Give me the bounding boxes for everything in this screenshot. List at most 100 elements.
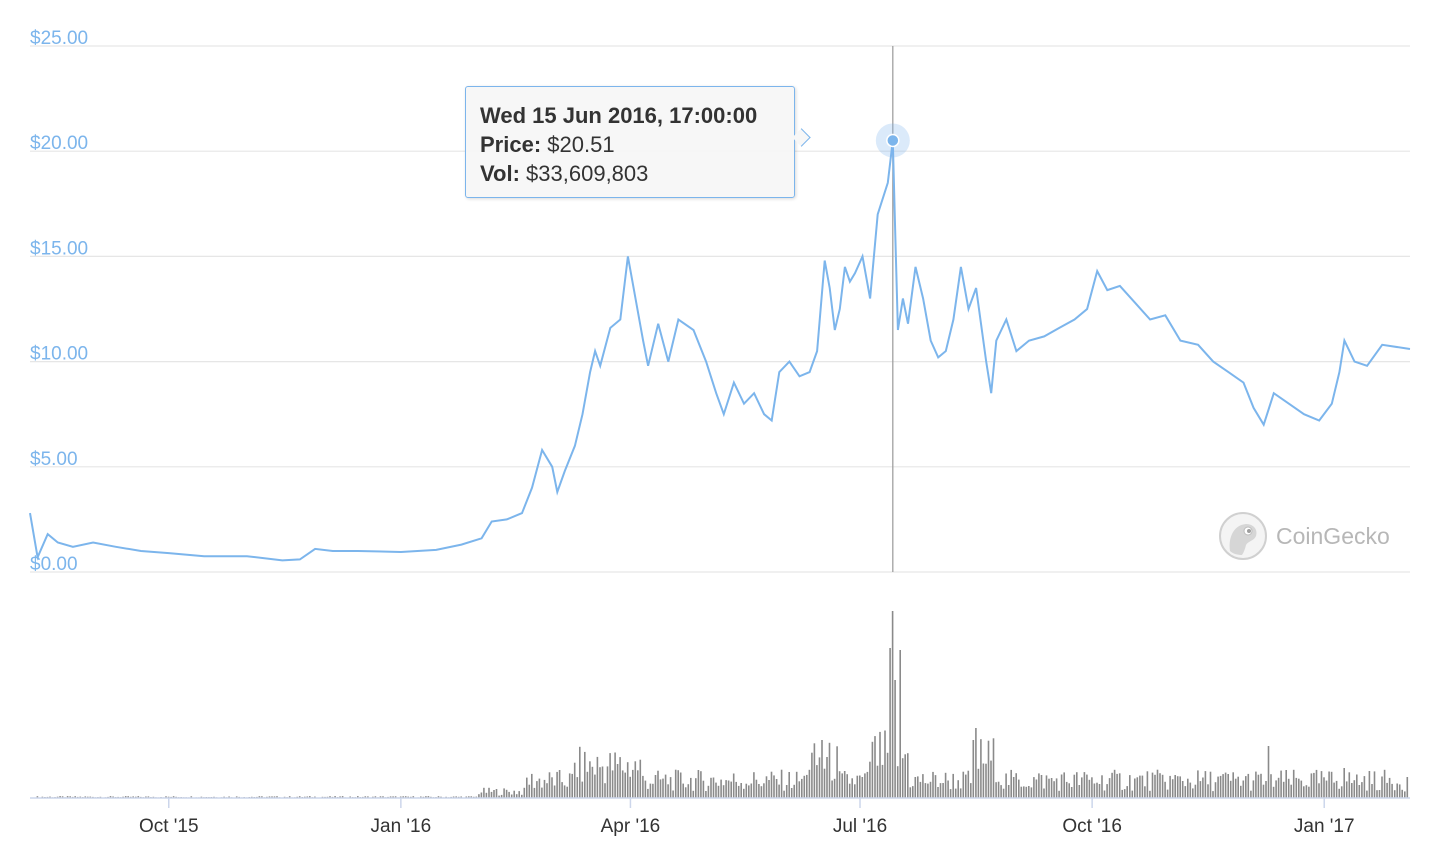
volume-bar (1053, 781, 1055, 798)
volume-bar (510, 794, 513, 798)
volume-bar (573, 762, 576, 798)
volume-bar (1250, 790, 1252, 798)
volume-bar (639, 759, 642, 798)
volume-bar (1351, 783, 1353, 798)
volume-bar (1076, 772, 1078, 798)
volume-bar (1065, 781, 1068, 798)
volume-bar (801, 778, 803, 798)
volume-bar (1260, 773, 1262, 798)
volume-bar (1287, 778, 1290, 798)
volume-bar (949, 789, 952, 798)
volume-bar (780, 769, 783, 798)
volume-bar (806, 774, 808, 798)
volume-bar (1070, 787, 1073, 798)
volume-bar (854, 784, 856, 798)
volume-bar (932, 771, 934, 798)
volume-bar (374, 796, 377, 798)
volume-bar (803, 775, 806, 798)
volume-bar (1290, 784, 1292, 798)
volume-bar (1280, 770, 1282, 798)
hover-marker[interactable] (886, 133, 900, 148)
volume-bar (1038, 773, 1040, 798)
volume-bar (1171, 779, 1174, 798)
volume-bar (1030, 787, 1033, 798)
volume-bar (1348, 772, 1351, 798)
volume-bar (591, 766, 594, 798)
volume-bar (748, 785, 750, 798)
volume-bar (1005, 773, 1007, 798)
volume-bar (826, 757, 828, 798)
volume-bar (783, 790, 785, 798)
volume-bar (437, 796, 440, 798)
volume-bar (271, 796, 273, 798)
volume-bar (705, 791, 707, 798)
volume-bar (561, 782, 563, 798)
volume-bar (965, 774, 967, 798)
volume-bar (770, 771, 773, 798)
volume-bar (914, 777, 917, 798)
volume-bar (690, 777, 692, 798)
volume-bar (871, 741, 874, 798)
volume-bar (891, 611, 894, 798)
volume-bar (712, 777, 715, 798)
volume-bar (818, 757, 821, 798)
gecko-icon (1219, 512, 1267, 560)
volume-bar (980, 739, 982, 798)
volume-bar (1136, 777, 1139, 798)
volume-bar (1098, 784, 1101, 798)
volume-bar (1212, 791, 1214, 798)
volume-bar (367, 796, 369, 798)
volume-bar (1323, 777, 1325, 798)
volume-bar (1305, 785, 1308, 798)
volume-bar (124, 796, 127, 798)
volume-bar (1007, 785, 1010, 798)
volume-bar (1340, 786, 1343, 798)
volume-bar (601, 766, 604, 798)
volume-bar (848, 783, 851, 798)
x-tick-label: Apr '16 (601, 816, 661, 837)
volume-bar (521, 794, 523, 798)
volume-bar (1247, 773, 1250, 798)
volume-bar (1000, 785, 1002, 798)
volume-bar (881, 764, 884, 798)
volume-bar (69, 796, 71, 798)
volume-bar (1010, 769, 1012, 798)
y-axis-labels: $0.00 $5.00 $10.00 $15.00 $20.00 $25.00 (30, 28, 88, 575)
volume-bar (298, 796, 301, 798)
volume-bar (132, 796, 134, 798)
volume-bar (392, 796, 394, 798)
volume-bar (1217, 776, 1219, 798)
volume-bar (1383, 769, 1386, 798)
volume-bar (753, 772, 755, 798)
volume-bar (571, 773, 573, 798)
volume-bar (1401, 789, 1403, 798)
volume-bar (727, 780, 730, 798)
volume-bar (901, 758, 904, 798)
volume-bar (1313, 772, 1315, 798)
volume-bar (637, 770, 639, 798)
volume-bar (1131, 790, 1134, 798)
volume-bar (526, 777, 528, 798)
tooltip-vol-value: $33,609,803 (526, 161, 649, 186)
volume-bar (109, 796, 112, 798)
volume-bar (147, 796, 150, 798)
volume-bar (717, 785, 720, 798)
volume-bar (1086, 774, 1088, 798)
volume-bar (1088, 779, 1091, 798)
volume-bar (480, 792, 483, 798)
volume-bar (836, 746, 838, 798)
volume-bar (843, 771, 846, 798)
volume-bar (879, 731, 881, 798)
volume-bar (1197, 770, 1199, 798)
volume-bar (586, 771, 589, 798)
volume-bar (425, 796, 427, 798)
volume-bar (1328, 771, 1330, 798)
volume-bar (1020, 786, 1023, 798)
volume-bar (959, 788, 962, 798)
volume-bar (402, 796, 404, 798)
volume-bar (364, 796, 367, 798)
volume-bar (1187, 778, 1189, 798)
volume-bar (288, 796, 291, 798)
